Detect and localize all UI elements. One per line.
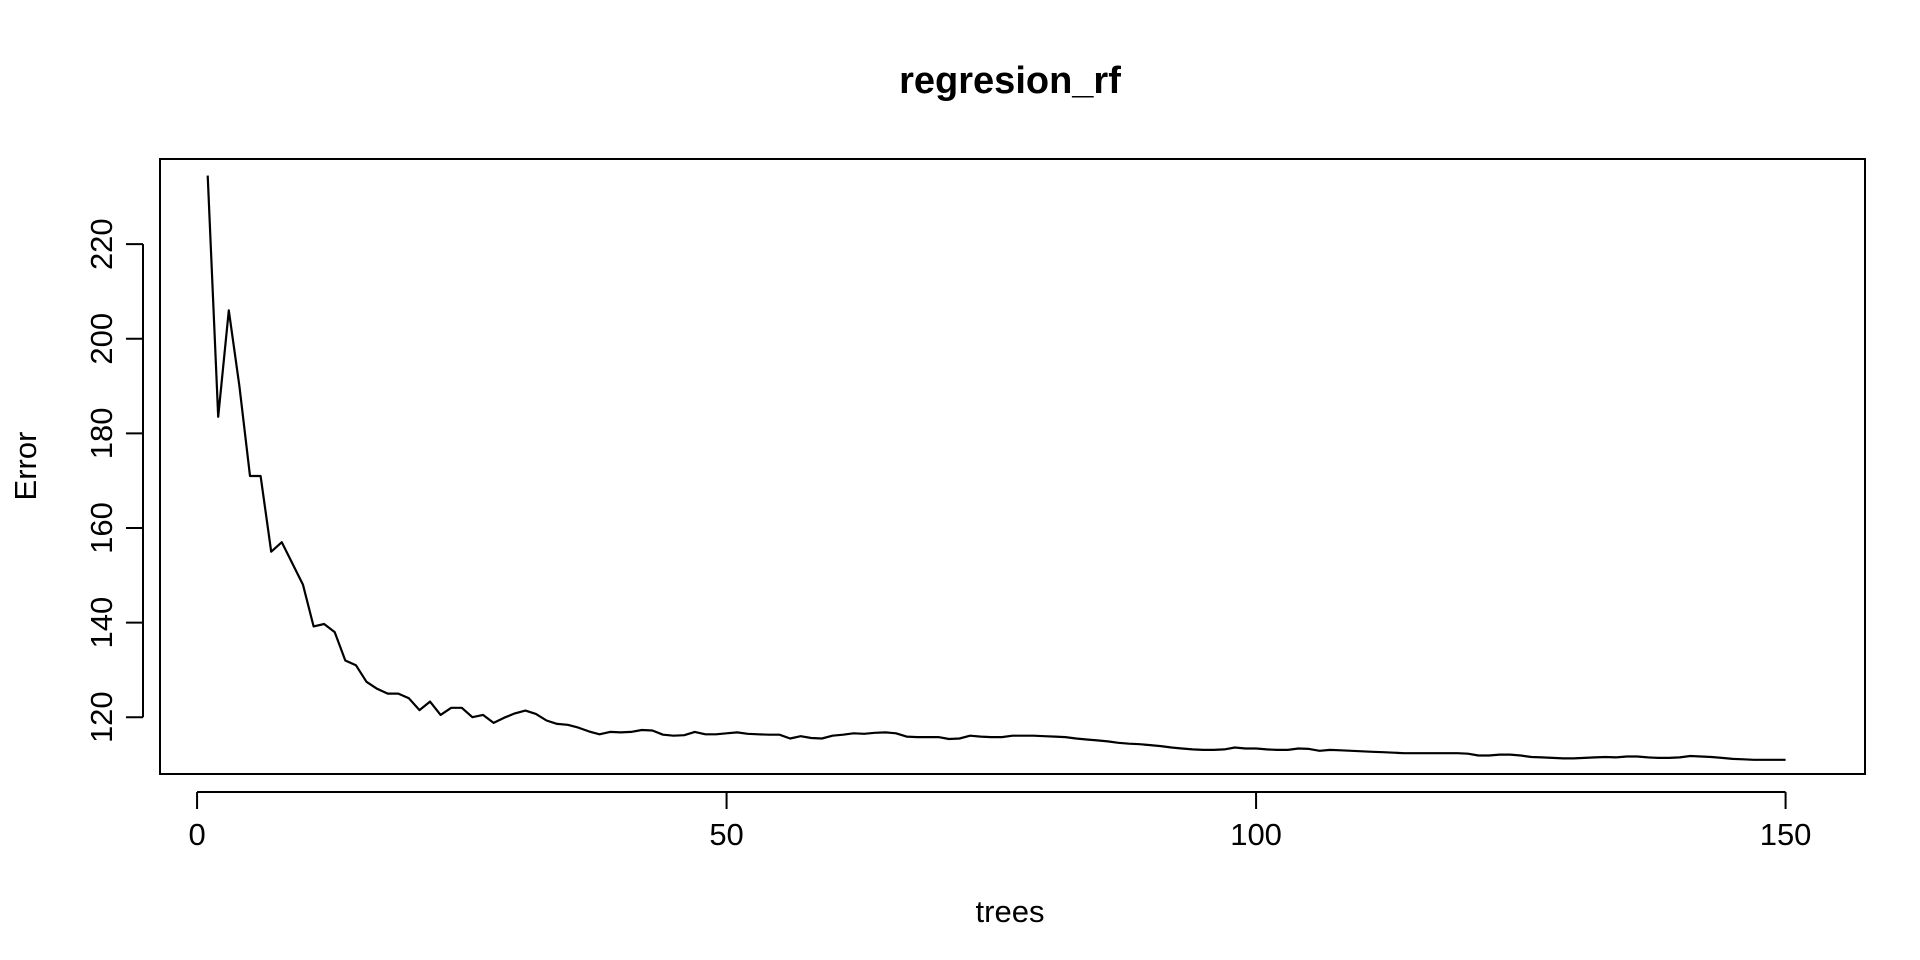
- y-tick-label: 140: [84, 597, 119, 649]
- x-tick-label: 150: [1760, 817, 1812, 852]
- y-tick-label: 180: [84, 408, 119, 460]
- y-axis-label: Error: [8, 432, 43, 501]
- plot-frame: [159, 158, 1866, 775]
- y-tick-label: 220: [84, 218, 119, 270]
- y-tick-label: 160: [84, 502, 119, 554]
- y-tick-label: 200: [84, 313, 119, 365]
- x-axis: 0 50 100 150: [188, 791, 1812, 852]
- x-tick-label: 100: [1230, 817, 1282, 852]
- error-line: [206, 175, 1786, 761]
- y-tick-label: 120: [84, 691, 119, 743]
- x-axis-label: trees: [976, 894, 1045, 929]
- y-axis: 120 140 160 180 200 220: [84, 218, 144, 743]
- x-tick-label: 50: [709, 817, 743, 852]
- chart-title: regresion_rf: [899, 60, 1121, 102]
- x-tick-label: 0: [188, 817, 205, 852]
